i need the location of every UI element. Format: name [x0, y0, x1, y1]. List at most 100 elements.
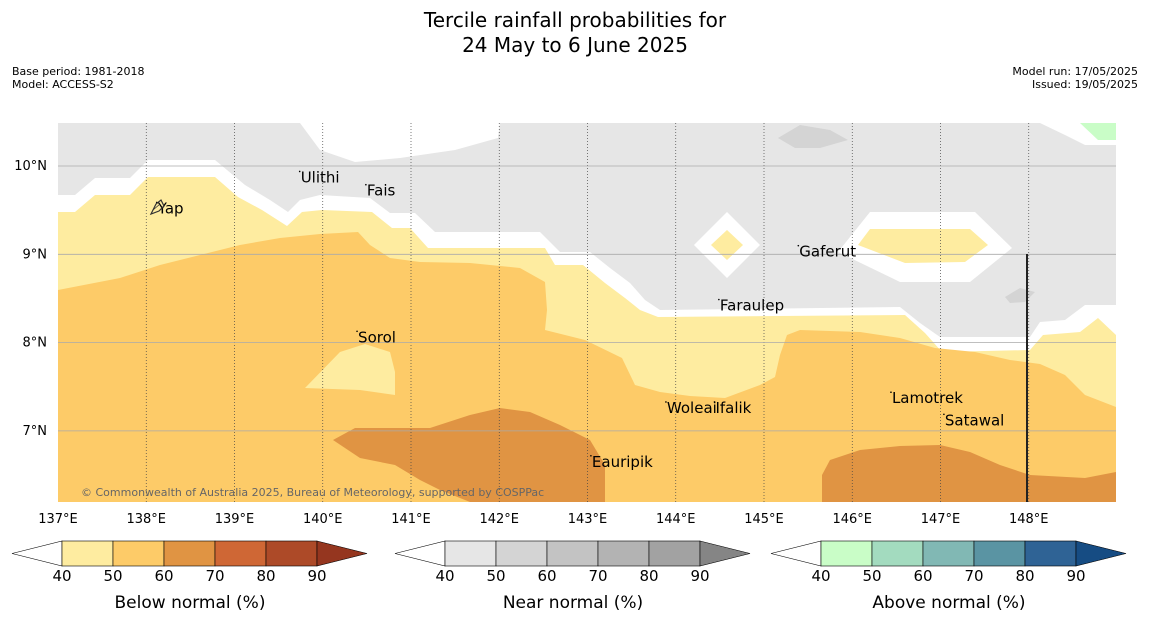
place-labels: UlithiFaisYapGaferutFaraulepSorolLamotre…: [155, 168, 1004, 471]
place-ifalik: Ifalik: [713, 399, 752, 417]
colorbar-swatch: [648, 540, 701, 567]
place-marker: [356, 330, 358, 333]
yap-island-icon: [149, 199, 165, 216]
place-marker: [718, 298, 720, 301]
meta-right: Model run: 17/05/2025 Issued: 19/05/2025: [1012, 65, 1138, 91]
lon-tick-label: 146°E: [832, 512, 872, 527]
white-top-band: [300, 123, 500, 162]
place-satawal: Satawal: [943, 411, 1004, 429]
colorbar-tick-label: 70: [205, 567, 224, 585]
colorbar-swatch: [973, 540, 1026, 567]
near-normal-blob: [778, 125, 848, 148]
colorbar-above: 40 50 60 70 80 90: [770, 540, 1127, 585]
lon-tick-label: 139°E: [215, 512, 255, 527]
lon-tick-label: 145°E: [744, 512, 784, 527]
colorbar-swatch: [163, 540, 216, 567]
colorbar-tick-label: 60: [537, 567, 556, 585]
lat-tick-label: 10°N: [14, 159, 47, 174]
lat-tick-label: 7°N: [23, 424, 48, 439]
colorbar-swatch: [214, 540, 267, 567]
colorbar-max-arrow: [316, 540, 368, 567]
colorbar-tick-label: 50: [486, 567, 505, 585]
colorbar-tick-label: 80: [639, 567, 658, 585]
place-name: Woleai: [667, 399, 717, 417]
colorbar-swatch: [112, 540, 165, 567]
colorbar-min-arrow: [770, 540, 822, 567]
lon-tick-label: 144°E: [656, 512, 696, 527]
colorbar-tick-label: 90: [690, 567, 709, 585]
place-marker: [365, 183, 367, 186]
place-marker: [797, 244, 800, 247]
place-fais: Fais: [365, 182, 395, 200]
colorbar-swatch: [265, 540, 318, 567]
place-lamotrek: Lamotrek: [890, 389, 963, 407]
below-normal-sorol-pocket: [305, 344, 395, 395]
lon-tick-label: 141°E: [391, 512, 431, 527]
place-name: Eauripik: [592, 453, 653, 471]
below-normal-50-60: [58, 232, 1116, 502]
lon-tick-label: 143°E: [568, 512, 608, 527]
colorbar-min-arrow: [11, 540, 63, 567]
colorbar-min-arrow: [394, 540, 446, 567]
colorbar-tick-label: 50: [862, 567, 881, 585]
issued-date: Issued: 19/05/2025: [1031, 78, 1138, 91]
colorbar-below: 40 50 60 70 80 90: [11, 540, 368, 585]
meta-left: Base period: 1981-2018 Model: ACCESS-S2: [12, 65, 144, 91]
colorbar-swatch: [495, 540, 548, 567]
colorbar-tick-label: 90: [307, 567, 326, 585]
title-line-2: 24 May to 6 June 2025: [462, 33, 688, 57]
colorbar-tick-label: 90: [1066, 567, 1085, 585]
place-gaferut: Gaferut: [797, 243, 856, 261]
colorbar-tick-label: 70: [964, 567, 983, 585]
colorbar-tick-label: 60: [154, 567, 173, 585]
colorbar-tick-label: 40: [435, 567, 454, 585]
colorbar-swatch: [546, 540, 599, 567]
place-woleai: Woleai: [665, 399, 717, 417]
colorbar-label-below: Below normal (%): [114, 593, 266, 613]
colorbar-max-arrow: [1075, 540, 1127, 567]
lon-tick-label: 142°E: [479, 512, 519, 527]
place-ulithi: Ulithi: [298, 168, 340, 186]
colorbar-tick-label: 80: [256, 567, 275, 585]
lon-tick-label: 140°E: [303, 512, 343, 527]
place-marker: [665, 401, 667, 403]
lon-tick-label: 148°E: [1009, 512, 1049, 527]
colorbar-swatch: [1024, 540, 1077, 567]
place-name: Faraulep: [720, 297, 784, 315]
place-name: Lamotrek: [892, 389, 963, 407]
lon-tick-label: 138°E: [126, 512, 166, 527]
below-normal-60-70: [333, 408, 605, 502]
map-grid: 137°E 138°E 139°E 140°E 141°E 142°E 143°E 144°E…: [14, 123, 1116, 527]
colorbar-label-near: Near normal (%): [502, 593, 644, 613]
lat-tick-label: 8°N: [23, 336, 48, 351]
colorbar-max-arrow: [699, 540, 751, 567]
colorbar-swatch: [61, 540, 114, 567]
colorbar-label-above: Above normal (%): [872, 593, 1026, 613]
base-period: Base period: 1981-2018: [12, 65, 145, 78]
place-sorol: Sorol: [356, 328, 396, 346]
colorbar-tick-label: 70: [588, 567, 607, 585]
place-marker: [298, 170, 301, 173]
place-name: Fais: [367, 182, 396, 200]
colorbar-tick-label: 60: [913, 567, 932, 585]
colorbar-tick-label: 40: [811, 567, 830, 585]
below-normal-60-70-east: [822, 445, 1116, 502]
model-name: Model: ACCESS-S2: [12, 78, 114, 91]
place-marker: [943, 413, 945, 416]
map-title: Tercile rainfall probabilities for 24 Ma…: [0, 8, 1150, 58]
place-name: Satawal: [945, 411, 1004, 429]
title-line-1: Tercile rainfall probabilities for: [423, 8, 727, 32]
place-marker: [890, 391, 892, 394]
lon-tick-label: 137°E: [38, 512, 78, 527]
colorbar-swatch: [444, 540, 497, 567]
colorbar-swatch: [597, 540, 650, 567]
colorbar-near: 40 50 60 70 80 90: [394, 540, 751, 585]
place-name: Gaferut: [799, 243, 856, 261]
colorbar-tick-label: 80: [1015, 567, 1034, 585]
copyright-text: © Commonwealth of Australia 2025, Bureau…: [81, 486, 544, 499]
map-panel: 137°E 138°E 139°E 140°E 141°E 142°E 143°E 144°E…: [14, 123, 1116, 527]
lat-tick-label: 9°N: [23, 247, 48, 262]
colorbar-tick-label: 50: [103, 567, 122, 585]
place-marker: [713, 401, 716, 403]
